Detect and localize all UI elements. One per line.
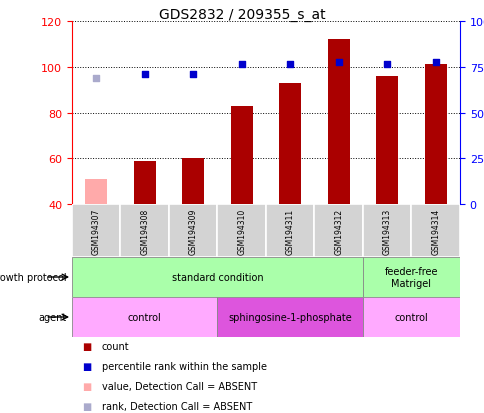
- Bar: [217, 297, 362, 337]
- Bar: [72, 257, 362, 297]
- Text: ■: ■: [82, 381, 91, 391]
- Text: sphingosine-1-phosphate: sphingosine-1-phosphate: [228, 312, 351, 322]
- Text: control: control: [128, 312, 161, 322]
- Text: value, Detection Call = ABSENT: value, Detection Call = ABSENT: [102, 381, 257, 391]
- Bar: [72, 204, 120, 257]
- Text: agent: agent: [39, 312, 67, 322]
- Text: GSM194308: GSM194308: [140, 208, 149, 254]
- Bar: [134, 161, 155, 204]
- Bar: [362, 297, 459, 337]
- Bar: [314, 204, 362, 257]
- Bar: [362, 204, 410, 257]
- Bar: [410, 204, 459, 257]
- Bar: [362, 257, 459, 297]
- Point: [286, 62, 293, 69]
- Text: GSM194313: GSM194313: [382, 208, 391, 254]
- Bar: [168, 204, 217, 257]
- Bar: [120, 204, 168, 257]
- Bar: [327, 40, 349, 204]
- Text: growth protocol: growth protocol: [0, 272, 67, 282]
- Point: [92, 76, 100, 82]
- Text: GSM194314: GSM194314: [430, 208, 439, 254]
- Bar: [279, 83, 301, 204]
- Text: rank, Detection Call = ABSENT: rank, Detection Call = ABSENT: [102, 401, 252, 411]
- Point: [382, 62, 390, 69]
- Text: percentile rank within the sample: percentile rank within the sample: [102, 361, 266, 371]
- Text: ■: ■: [82, 401, 91, 411]
- Text: GDS2832 / 209355_s_at: GDS2832 / 209355_s_at: [159, 8, 325, 22]
- Text: ■: ■: [82, 361, 91, 371]
- Point: [237, 62, 245, 69]
- Bar: [424, 65, 446, 204]
- Point: [140, 71, 148, 78]
- Bar: [72, 297, 217, 337]
- Text: count: count: [102, 341, 129, 351]
- Text: ■: ■: [82, 341, 91, 351]
- Text: GSM194307: GSM194307: [91, 208, 101, 254]
- Point: [431, 60, 439, 66]
- Text: GSM194309: GSM194309: [188, 208, 197, 254]
- Bar: [230, 107, 252, 204]
- Point: [189, 71, 197, 78]
- Bar: [182, 159, 204, 204]
- Text: standard condition: standard condition: [171, 272, 263, 282]
- Bar: [265, 204, 314, 257]
- Text: GSM194311: GSM194311: [285, 208, 294, 254]
- Point: [334, 60, 342, 66]
- Text: GSM194312: GSM194312: [333, 208, 343, 254]
- Bar: [85, 179, 107, 204]
- Text: GSM194310: GSM194310: [237, 208, 246, 254]
- Bar: [376, 77, 397, 204]
- Bar: [217, 204, 265, 257]
- Text: control: control: [394, 312, 427, 322]
- Text: feeder-free
Matrigel: feeder-free Matrigel: [384, 266, 438, 288]
